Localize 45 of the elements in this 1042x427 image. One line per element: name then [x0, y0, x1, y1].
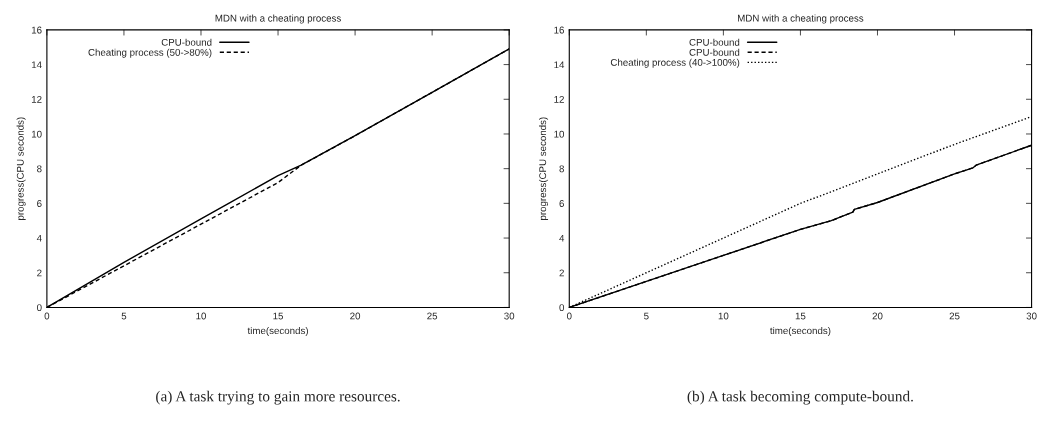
y-tick-label: 0 [559, 304, 565, 312]
x-tick-label: 30 [504, 312, 515, 320]
legend-label: Cheating process (40->100%) [610, 58, 740, 68]
y-tick-label: 14 [31, 61, 42, 69]
y-tick-label: 4 [559, 234, 565, 242]
x-tick-label: 5 [121, 312, 127, 320]
x-tick-label: 20 [350, 312, 361, 320]
legend-label: CPU-bound [689, 48, 740, 56]
x-tick-label: 10 [718, 312, 729, 320]
x-tick-label: 5 [644, 312, 649, 320]
y-tick-label: 12 [31, 96, 42, 103]
y-tick-label: 16 [554, 26, 564, 34]
text: (a) A task trying to gain more resources. [156, 390, 400, 405]
x-tick-label: 0 [44, 312, 50, 320]
x-tick-label: 0 [566, 312, 572, 320]
x-tick-label: 15 [273, 312, 284, 320]
y-tick-label: 10 [31, 130, 42, 138]
y-tick-label: 0 [37, 304, 42, 312]
text: (b) A task becoming compute-bound. [687, 390, 913, 405]
y-tick-label: 16 [31, 26, 42, 34]
chart-title: MDN with a cheating process [215, 14, 341, 24]
y-tick-label: 2 [559, 269, 564, 277]
y-axis-title: progress(CPU seconds) [538, 117, 549, 220]
x-tick-label: 25 [949, 312, 960, 320]
y-axis-title: progress(CPU seconds) [16, 117, 26, 220]
y-tick-label: 8 [37, 165, 42, 173]
y-tick-label: 6 [559, 200, 564, 207]
x-tick-label: 25 [427, 312, 438, 320]
x-axis-title: time(seconds) [247, 326, 308, 336]
x-axis-title: time(seconds) [770, 326, 831, 336]
x-tick-label: 15 [795, 312, 806, 320]
y-tick-label: 10 [554, 130, 565, 138]
x-tick-label: 10 [196, 312, 207, 320]
legend-label: CPU-bound [689, 38, 740, 46]
legend-label: Cheating process (50->80%) [88, 48, 212, 58]
y-tick-label: 6 [37, 200, 42, 207]
y-tick-label: 14 [554, 61, 565, 69]
y-tick-label: 2 [37, 269, 42, 277]
chart-title: MDN with a cheating process [738, 14, 864, 24]
y-tick-label: 8 [559, 165, 564, 173]
legend-label: CPU-bound [161, 38, 212, 46]
y-tick-label: 12 [554, 96, 564, 103]
y-tick-label: 4 [36, 234, 42, 242]
x-tick-label: 20 [872, 312, 883, 320]
x-tick-label: 30 [1026, 312, 1037, 320]
